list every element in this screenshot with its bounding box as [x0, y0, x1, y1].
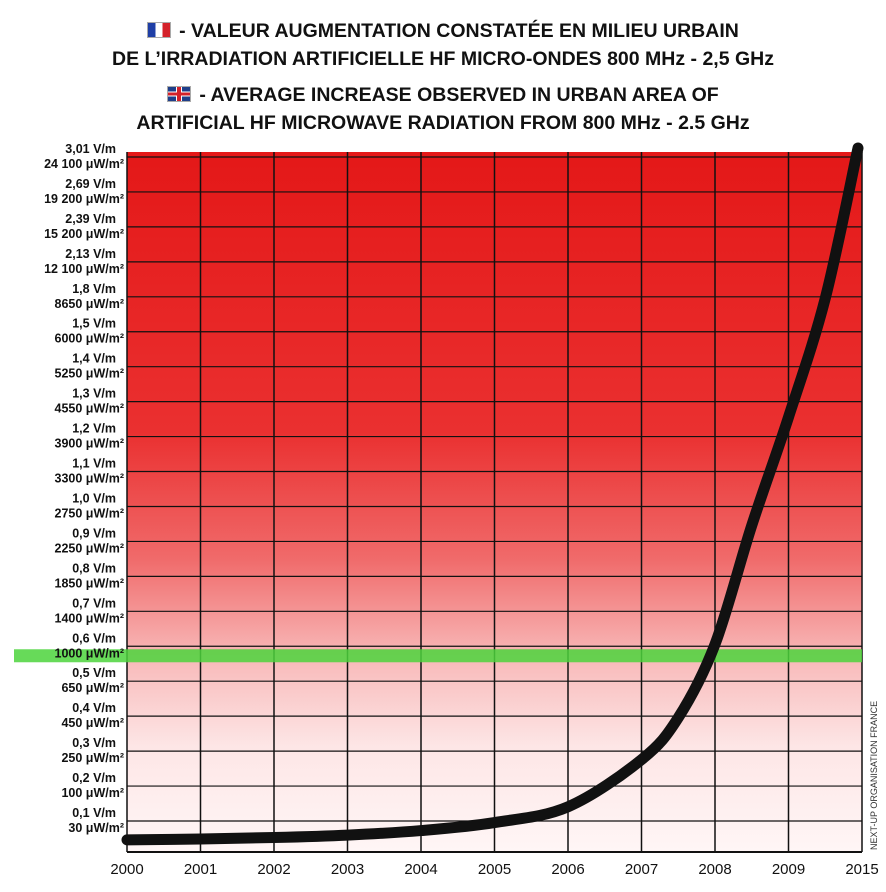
flag-france-icon: [147, 22, 172, 38]
title-english-line-1: - AVERAGE INCREASE OBSERVED IN URBAN ARE…: [0, 84, 886, 107]
y-tick-label-uw: 12 100 μW/m²: [44, 262, 124, 276]
x-tick-label: 2002: [257, 861, 290, 878]
y-tick-label-vm: 1,1 V/m: [72, 457, 116, 471]
y-tick-label-vm: 1,4 V/m: [72, 352, 116, 366]
y-tick-label-uw: 2250 μW/m²: [55, 541, 124, 555]
y-tick-label-vm: 2,69 V/m: [65, 177, 116, 191]
x-tick-label: 2015: [845, 861, 878, 878]
y-tick-label-uw: 1400 μW/m²: [55, 611, 124, 625]
x-tick-label: 2008: [698, 861, 731, 878]
x-tick-label: 2004: [404, 861, 437, 878]
y-tick-label-uw: 250 μW/m²: [61, 751, 124, 765]
y-tick-label-vm: 0,7 V/m: [72, 596, 116, 610]
y-tick-label-vm: 2,13 V/m: [65, 247, 116, 261]
y-tick-label-uw: 19 200 μW/m²: [44, 192, 124, 206]
y-tick-label-uw: 2750 μW/m²: [55, 506, 124, 520]
x-tick-label: 2005: [478, 861, 511, 878]
y-tick-label-vm: 2,39 V/m: [65, 212, 116, 226]
title-english-text-1: - AVERAGE INCREASE OBSERVED IN URBAN ARE…: [199, 84, 719, 106]
y-tick-label-uw: 15 200 μW/m²: [44, 227, 124, 241]
y-tick-label-uw: 24 100 μW/m²: [44, 157, 124, 171]
y-tick-label-uw: 6000 μW/m²: [55, 332, 124, 346]
y-tick-label-vm: 0,1 V/m: [72, 806, 116, 820]
y-tick-label-uw: 4550 μW/m²: [55, 402, 124, 416]
y-tick-label-uw: 450 μW/m²: [61, 716, 124, 730]
y-tick-label-vm: 0,5 V/m: [72, 666, 116, 680]
y-tick-label-vm: 1,5 V/m: [72, 317, 116, 331]
y-tick-label-uw: 1850 μW/m²: [55, 576, 124, 590]
title-french-text-1: - VALEUR AUGMENTATION CONSTATÉE EN MILIE…: [179, 20, 739, 42]
y-tick-label-vm: 0,8 V/m: [72, 561, 116, 575]
y-tick-label-vm: 1,0 V/m: [72, 491, 116, 505]
threshold-band-rect: [14, 649, 862, 663]
threshold-band: [14, 649, 862, 663]
y-tick-label-uw: 1000 μW/m²: [55, 646, 124, 660]
y-tick-label-vm: 1,2 V/m: [72, 422, 116, 436]
y-tick-label-vm: 0,6 V/m: [72, 631, 116, 645]
y-tick-label-uw: 3900 μW/m²: [55, 437, 124, 451]
x-tick-label: 2009: [772, 861, 805, 878]
x-tick-label: 2003: [331, 861, 364, 878]
y-tick-label-vm: 0,4 V/m: [72, 701, 116, 715]
y-tick-label-vm: 1,3 V/m: [72, 387, 116, 401]
x-tick-label: 2001: [184, 861, 217, 878]
credit-text: NEXT-UP ORGANISATION FRANCE: [869, 701, 879, 850]
y-tick-label-vm: 1,8 V/m: [72, 282, 116, 296]
y-tick-label-uw: 3300 μW/m²: [55, 472, 124, 486]
y-tick-label-vm: 3,01 V/m: [65, 142, 116, 156]
y-tick-label-vm: 0,2 V/m: [72, 771, 116, 785]
curve-layer: [121, 142, 864, 846]
flag-uk-icon: [167, 86, 192, 102]
x-tick-label: 2006: [551, 861, 584, 878]
y-tick-label-uw: 8650 μW/m²: [55, 297, 124, 311]
y-tick-label-vm: 0,9 V/m: [72, 526, 116, 540]
series-line: [121, 142, 864, 846]
title-english-line-2: ARTIFICIAL HF MICROWAVE RADIATION FROM 8…: [136, 112, 750, 134]
y-tick-label-uw: 5250 μW/m²: [55, 367, 124, 381]
y-tick-label-vm: 0,3 V/m: [72, 736, 116, 750]
title-french-line-1: - VALEUR AUGMENTATION CONSTATÉE EN MILIE…: [0, 20, 886, 43]
y-tick-label-uw: 650 μW/m²: [61, 681, 124, 695]
x-axis-labels: 2000 2001 2002 2003 2004 2005 2006 2007 2008 2009…: [110, 861, 878, 878]
x-tick-label: 2007: [625, 861, 658, 878]
y-tick-label-uw: 100 μW/m²: [61, 786, 124, 800]
title-french-line-2: DE L’IRRADIATION ARTIFICIELLE HF MICRO-O…: [112, 48, 774, 70]
x-tick-label: 2000: [110, 861, 143, 878]
y-tick-label-uw: 30 μW/m²: [68, 821, 124, 835]
